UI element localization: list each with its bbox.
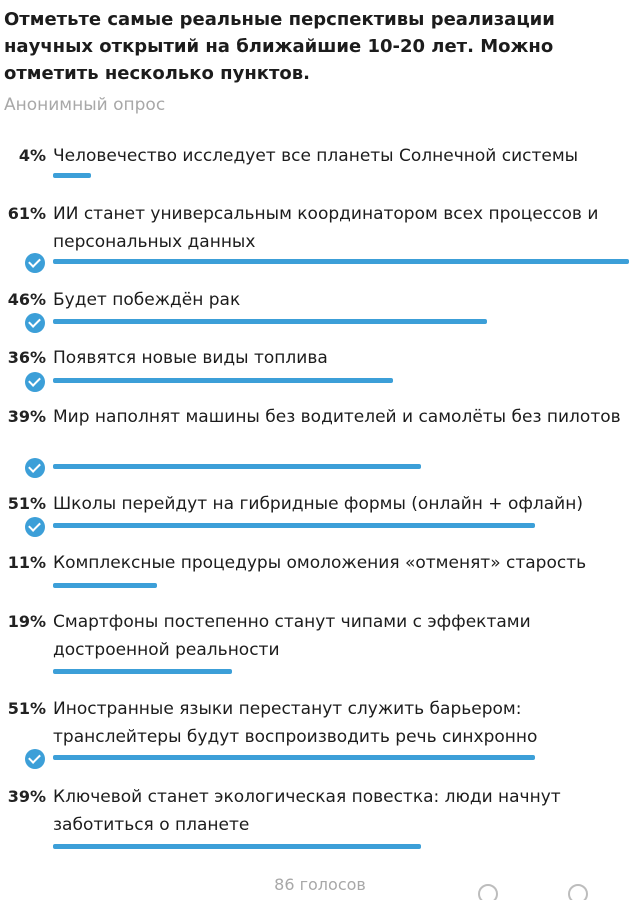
option-text: Иностранные языки перестанут служить бар… [53, 699, 538, 747]
option-result-bar [53, 755, 535, 760]
option-percent: 39% [7, 407, 46, 426]
option-text: Школы перейдут на гибридные формы (онлай… [53, 494, 583, 514]
views-icon [478, 884, 498, 900]
poll-type-label: Анонимный опрос [4, 95, 166, 115]
total-votes: 86 голосов [274, 875, 366, 894]
option-result-bar [53, 583, 157, 588]
option-percent: 39% [7, 787, 46, 806]
option-percent: 51% [7, 699, 46, 718]
option-text: Мир наполнят машины без водителей и само… [53, 407, 621, 427]
option-percent: 36% [7, 348, 46, 367]
option-result-bar [53, 319, 487, 324]
option-text: Человечество исследует все планеты Солне… [53, 146, 579, 166]
poll-question: Отметьте самые реальные перспективы реал… [4, 9, 555, 84]
option-percent: 61% [7, 204, 46, 223]
checkmark-icon [25, 749, 45, 769]
option-result-bar [53, 378, 393, 383]
checkmark-icon [25, 253, 45, 273]
option-result-bar [53, 464, 421, 469]
option-text: Комплексные процедуры омоложения «отменя… [53, 553, 587, 573]
option-result-bar [53, 844, 421, 849]
option-result-bar [53, 523, 535, 528]
option-result-bar [53, 259, 629, 264]
option-percent: 46% [7, 290, 46, 309]
checkmark-icon [25, 313, 45, 333]
option-result-bar [53, 173, 91, 178]
option-percent: 11% [7, 553, 46, 572]
option-text: Будет побеждён рак [53, 290, 241, 310]
option-percent: 4% [18, 146, 46, 165]
option-text: Появятся новые виды топлива [53, 348, 328, 368]
checkmark-icon [25, 458, 45, 478]
option-percent: 19% [7, 612, 46, 631]
option-text: ИИ станет универсальным координатором вс… [53, 204, 599, 252]
option-percent: 51% [7, 494, 46, 513]
option-text: Смартфоны постепенно станут чипами с эфф… [53, 612, 531, 660]
edited-icon [568, 884, 588, 900]
option-text: Ключевой станет экологическая повестка: … [53, 787, 561, 835]
checkmark-icon [25, 517, 45, 537]
checkmark-icon [25, 372, 45, 392]
option-result-bar [53, 669, 232, 674]
